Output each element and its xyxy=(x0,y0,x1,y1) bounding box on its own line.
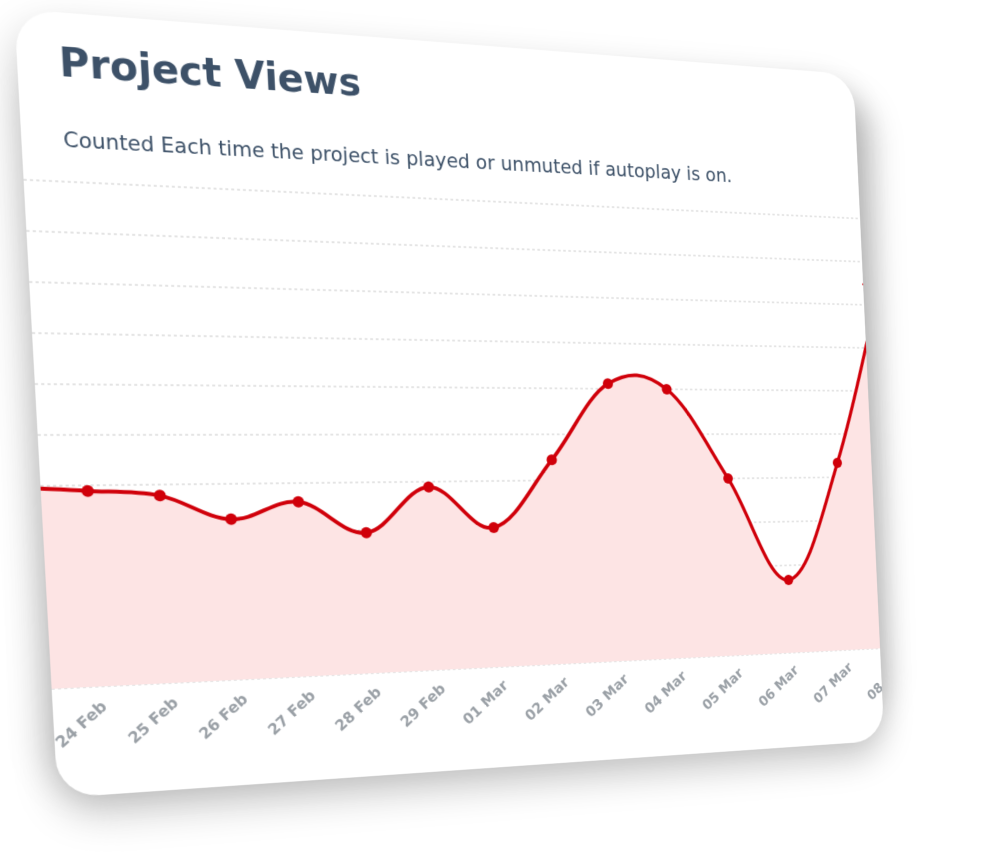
chart-title: Project Views xyxy=(58,40,362,105)
grid-line xyxy=(35,384,868,391)
chart-area: 24 Feb 25 Feb 26 Feb 27 Feb 28 Feb 29 Feb 01 M… xyxy=(23,170,884,788)
x-tick-label: 04 Mar xyxy=(641,667,689,717)
project-views-card: Project Views Counted Each time the proj… xyxy=(14,9,884,798)
x-tick-label: 28 Feb xyxy=(331,683,384,735)
x-tick-label: 02 Mar xyxy=(521,673,572,724)
grid-line xyxy=(32,333,866,348)
area-fill xyxy=(26,224,884,689)
x-tick-label: 29 Feb xyxy=(397,680,449,731)
grid-line xyxy=(38,434,870,435)
grid-line xyxy=(29,282,864,305)
x-tick-label: 27 Feb xyxy=(264,686,319,739)
views-chart: 24 Feb 25 Feb 26 Feb 27 Feb 28 Feb 29 Feb 01 M… xyxy=(23,170,884,788)
grid-line xyxy=(24,180,860,219)
x-tick-label: 01 Mar xyxy=(459,676,511,728)
data-point-08-mar[interactable] xyxy=(877,262,884,272)
x-tick-label: 24 Feb xyxy=(51,697,111,752)
x-tick-label: 03 Mar xyxy=(582,670,632,721)
grid-line xyxy=(26,231,862,262)
x-tick-label: 07 Mar xyxy=(810,659,855,707)
x-tick-label: 06 Mar xyxy=(755,661,801,710)
x-tick-label: 25 Feb xyxy=(124,693,182,747)
x-tick-label: 26 Feb xyxy=(195,690,251,743)
grid-line xyxy=(40,477,872,486)
x-tick-label: 05 Mar xyxy=(699,664,746,713)
